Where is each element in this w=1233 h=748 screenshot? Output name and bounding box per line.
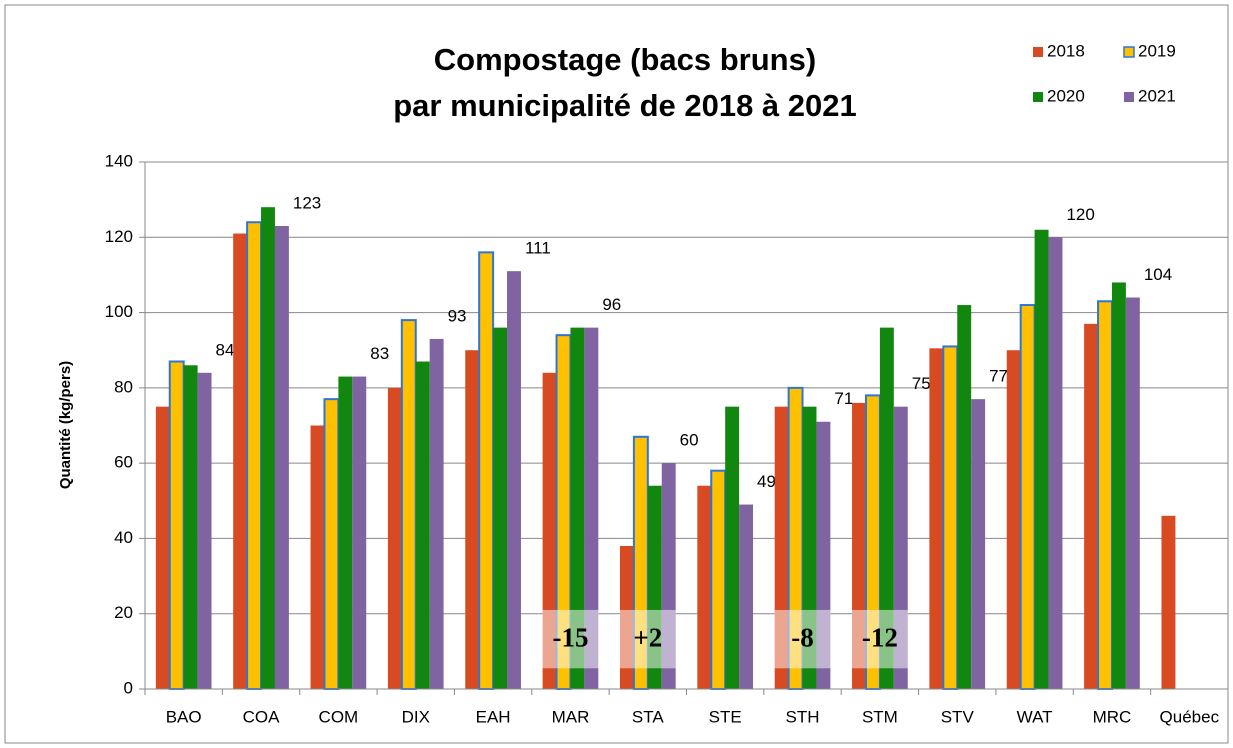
y-tick-label: 20 [114, 603, 133, 622]
legend-swatch [1033, 92, 1043, 102]
bar [971, 399, 986, 689]
bar [1161, 515, 1176, 689]
legend-label: 2018 [1047, 41, 1085, 60]
data-label: 93 [448, 306, 467, 325]
bar [942, 345, 959, 690]
y-tick-label: 0 [124, 678, 133, 697]
legend-label: 2020 [1047, 86, 1085, 105]
data-label: 111 [525, 239, 551, 258]
bar [739, 504, 754, 689]
annotation: +2 [633, 622, 662, 652]
bar [710, 469, 727, 690]
bar [1019, 304, 1036, 690]
bar [1048, 237, 1063, 690]
bar [929, 348, 944, 689]
bar [1034, 229, 1049, 689]
bar [387, 387, 402, 689]
bar [584, 327, 599, 689]
data-label: 84 [216, 340, 235, 359]
x-tick-label: DIX [402, 707, 430, 726]
y-tick-label: 140 [105, 151, 133, 170]
bar [725, 406, 740, 689]
data-label: 96 [602, 295, 621, 314]
data-label: 71 [834, 389, 853, 408]
chart-title: Compostage (bacs bruns) [434, 42, 816, 77]
bar [1097, 300, 1113, 690]
bar [261, 207, 275, 689]
bar [246, 221, 263, 690]
data-label: 120 [1066, 205, 1094, 224]
data-label: 49 [757, 472, 776, 491]
x-tick-label: COA [243, 707, 281, 726]
bar [429, 338, 444, 689]
data-label: 60 [680, 431, 699, 450]
data-label: 77 [989, 367, 1008, 386]
bar [1111, 282, 1126, 689]
data-label: 83 [370, 344, 389, 363]
bar [1006, 350, 1021, 689]
x-tick-label: STM [862, 707, 898, 726]
x-tick-label: STE [709, 707, 742, 726]
bar [352, 376, 367, 689]
x-tick-label: MAR [552, 707, 590, 726]
bar [183, 365, 198, 689]
y-tick-label: 60 [114, 453, 133, 472]
chart-title: par municipalité de 2018 à 2021 [393, 88, 857, 123]
x-tick-label: BAO [166, 707, 202, 726]
bar [570, 327, 585, 689]
x-tick-label: COM [319, 707, 359, 726]
y-tick-label: 80 [114, 377, 133, 396]
chart-border [4, 4, 1229, 744]
legend-label: 2019 [1138, 41, 1176, 60]
annotation: -8 [791, 622, 814, 652]
annotation: -12 [862, 622, 898, 652]
bar [233, 233, 248, 689]
y-tick-label: 120 [105, 227, 133, 246]
bar [323, 398, 340, 690]
bar [310, 425, 325, 689]
annotation-box [851, 609, 908, 669]
data-label: 75 [912, 374, 931, 393]
annotation-box [542, 609, 599, 669]
data-label: 104 [1144, 265, 1172, 284]
x-tick-label: STH [786, 707, 820, 726]
annotation: -15 [552, 622, 588, 652]
bar [168, 360, 185, 690]
bar [400, 319, 417, 690]
x-tick-label: WAT [1017, 707, 1053, 726]
legend-swatch [1124, 92, 1134, 102]
x-tick-label: STA [632, 707, 664, 726]
annotation-box [619, 609, 676, 669]
x-tick-label: EAH [476, 707, 511, 726]
legend-swatch [1033, 47, 1043, 57]
y-tick-label: 40 [114, 528, 133, 547]
x-tick-label: MRC [1093, 707, 1132, 726]
bar [879, 327, 894, 689]
bar [155, 406, 170, 689]
bar [478, 251, 495, 690]
bar [697, 485, 712, 689]
bar [1084, 323, 1099, 689]
y-axis-label: Quantité (kg/pers) [57, 361, 74, 489]
bar [415, 361, 430, 689]
data-label: 123 [293, 193, 321, 212]
bar [274, 225, 289, 689]
bar [338, 376, 353, 689]
y-tick-label: 100 [105, 302, 133, 321]
x-tick-label: STV [941, 707, 975, 726]
annotation-box [774, 609, 831, 669]
legend-label: 2021 [1138, 86, 1176, 105]
bar [465, 350, 480, 689]
bar [957, 305, 972, 689]
legend-swatch [1123, 46, 1135, 58]
bar [507, 271, 521, 689]
bar [1125, 297, 1140, 689]
x-tick-label: Québec [1160, 707, 1220, 726]
bar [197, 372, 212, 689]
bar [493, 327, 508, 689]
